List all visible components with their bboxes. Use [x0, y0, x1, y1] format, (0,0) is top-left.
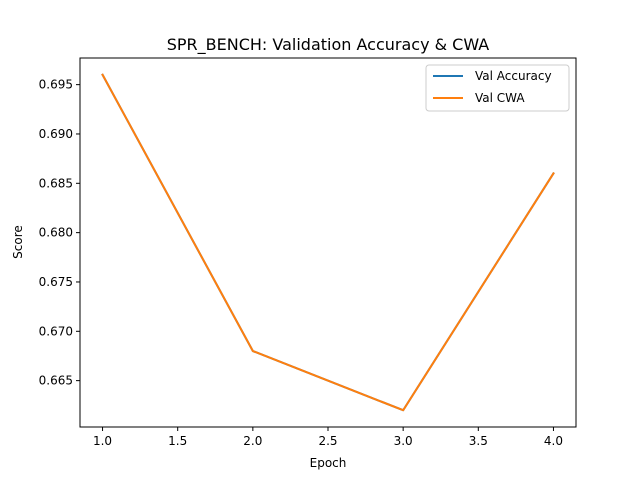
y-tick-label: 0.685: [39, 176, 73, 190]
x-tick-label: 3.5: [469, 434, 488, 448]
y-tick-label: 0.675: [39, 275, 73, 289]
x-tick-label: 1.0: [93, 434, 112, 448]
x-tick-label: 4.0: [544, 434, 563, 448]
legend: Val Accuracy Val CWA: [425, 64, 570, 112]
legend-label-val-cwa: Val CWA: [475, 91, 525, 105]
series-line-val-cwa: [101, 73, 555, 412]
y-tick-label: 0.695: [39, 78, 73, 92]
chart-title: SPR_BENCH: Validation Accuracy & CWA: [167, 35, 490, 55]
y-axis-ticks: 0.665 0.670 0.675 0.680 0.685 0.690 0.695: [39, 78, 80, 388]
x-tick-label: 2.5: [318, 434, 337, 448]
y-tick-label: 0.690: [39, 127, 73, 141]
series-layer: [101, 73, 555, 412]
x-tick-label: 3.0: [394, 434, 413, 448]
y-tick-label: 0.680: [39, 226, 73, 240]
y-tick-label: 0.665: [39, 374, 73, 388]
x-axis-label: Epoch: [310, 456, 347, 470]
x-tick-label: 1.5: [168, 434, 187, 448]
x-tick-label: 2.0: [243, 434, 262, 448]
y-axis-label: Score: [11, 225, 25, 259]
y-tick-label: 0.670: [39, 324, 73, 338]
legend-label-val-accuracy: Val Accuracy: [475, 69, 552, 83]
x-axis-ticks: 1.0 1.5 2.0 2.5 3.0 3.5 4.0: [93, 427, 563, 448]
